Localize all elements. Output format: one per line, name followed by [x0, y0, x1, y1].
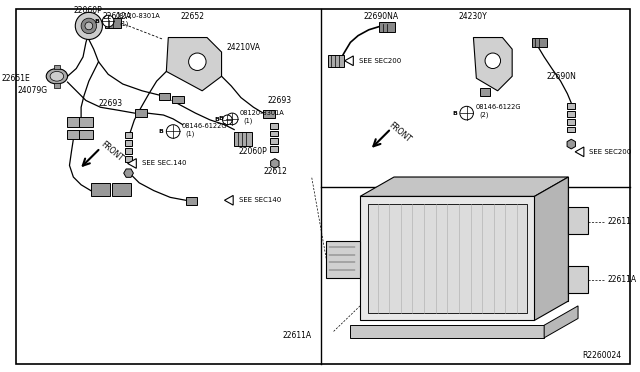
Bar: [270, 138, 278, 144]
Circle shape: [81, 18, 97, 33]
Text: 22060P: 22060P: [74, 6, 102, 15]
Bar: [54, 65, 60, 70]
Text: 22693: 22693: [267, 96, 291, 105]
Bar: [79, 129, 93, 139]
Polygon shape: [575, 147, 584, 157]
Text: 24210VA: 24210VA: [227, 43, 260, 52]
Polygon shape: [344, 56, 353, 65]
Text: (1): (1): [186, 130, 195, 137]
Bar: [568, 111, 575, 117]
Circle shape: [223, 115, 232, 125]
Bar: [394, 177, 568, 301]
Text: 22612A: 22612A: [102, 12, 132, 21]
Bar: [326, 241, 360, 278]
Text: 22690NA: 22690NA: [364, 12, 399, 21]
Polygon shape: [166, 38, 221, 91]
Circle shape: [485, 53, 500, 68]
Bar: [480, 88, 490, 96]
Text: SEE SEC140: SEE SEC140: [239, 197, 281, 203]
Text: 22611A: 22611A: [607, 275, 636, 284]
Circle shape: [85, 22, 93, 30]
Text: B: B: [452, 110, 457, 116]
Bar: [360, 196, 534, 320]
Bar: [270, 146, 278, 152]
Bar: [186, 198, 197, 205]
Bar: [125, 132, 132, 138]
Bar: [106, 18, 121, 28]
Circle shape: [460, 106, 474, 120]
Polygon shape: [127, 158, 136, 168]
Text: SEE SEC.140: SEE SEC.140: [142, 160, 187, 166]
Bar: [368, 204, 527, 312]
Text: (1): (1): [120, 21, 129, 27]
Bar: [125, 156, 132, 161]
Text: 22693: 22693: [99, 99, 123, 108]
Polygon shape: [225, 195, 233, 205]
Bar: [568, 119, 575, 125]
Text: 22611: 22611: [607, 217, 631, 226]
Circle shape: [227, 113, 238, 125]
Bar: [91, 183, 110, 196]
Bar: [568, 207, 588, 234]
Bar: [54, 83, 60, 88]
Polygon shape: [360, 177, 568, 196]
Bar: [234, 132, 252, 146]
Text: 22611A: 22611A: [283, 331, 312, 340]
Text: 08146-6122G: 08146-6122G: [182, 123, 227, 129]
Bar: [270, 123, 278, 129]
Text: 22612: 22612: [263, 167, 287, 176]
Bar: [112, 183, 131, 196]
Circle shape: [166, 125, 180, 138]
Text: (2): (2): [479, 112, 489, 118]
Bar: [263, 110, 275, 118]
Polygon shape: [534, 177, 568, 320]
Text: 08120-8301A: 08120-8301A: [116, 13, 161, 19]
Bar: [270, 131, 278, 136]
Bar: [532, 38, 547, 47]
Bar: [328, 55, 344, 67]
Bar: [159, 93, 170, 100]
Text: 24230Y: 24230Y: [459, 12, 488, 21]
Text: 24079G: 24079G: [17, 86, 47, 95]
Circle shape: [102, 15, 114, 27]
Bar: [125, 140, 132, 146]
Bar: [568, 266, 588, 293]
Circle shape: [189, 53, 206, 70]
Ellipse shape: [46, 68, 68, 84]
Ellipse shape: [50, 71, 63, 81]
Text: B: B: [219, 116, 223, 121]
Polygon shape: [567, 139, 575, 149]
Text: SEE SEC200: SEE SEC200: [359, 58, 401, 64]
Text: 22060P: 22060P: [239, 147, 268, 156]
Polygon shape: [474, 38, 512, 91]
Text: SEE SEC200: SEE SEC200: [589, 149, 631, 155]
Polygon shape: [271, 158, 279, 168]
Bar: [125, 148, 132, 154]
Text: B: B: [159, 129, 163, 134]
Text: FRONT: FRONT: [387, 121, 413, 144]
Text: 22651E: 22651E: [2, 74, 31, 83]
Bar: [568, 126, 575, 132]
Circle shape: [76, 12, 102, 39]
Polygon shape: [124, 169, 133, 177]
Bar: [380, 22, 395, 32]
Text: 22652: 22652: [180, 12, 205, 21]
Polygon shape: [351, 325, 544, 338]
Text: FRONT: FRONT: [99, 140, 124, 164]
Text: 08146-6122G: 08146-6122G: [476, 104, 521, 110]
Bar: [79, 117, 93, 126]
Text: B: B: [95, 19, 99, 23]
Polygon shape: [544, 306, 578, 338]
Bar: [568, 103, 575, 109]
Text: B: B: [215, 118, 220, 122]
Bar: [172, 96, 184, 103]
Bar: [67, 129, 80, 139]
Text: (1): (1): [244, 118, 253, 124]
Text: 08120-8301A: 08120-8301A: [240, 110, 285, 116]
Text: 22690N: 22690N: [546, 72, 576, 81]
Bar: [67, 117, 80, 126]
Bar: [135, 109, 147, 117]
Text: R2260024: R2260024: [582, 351, 621, 360]
